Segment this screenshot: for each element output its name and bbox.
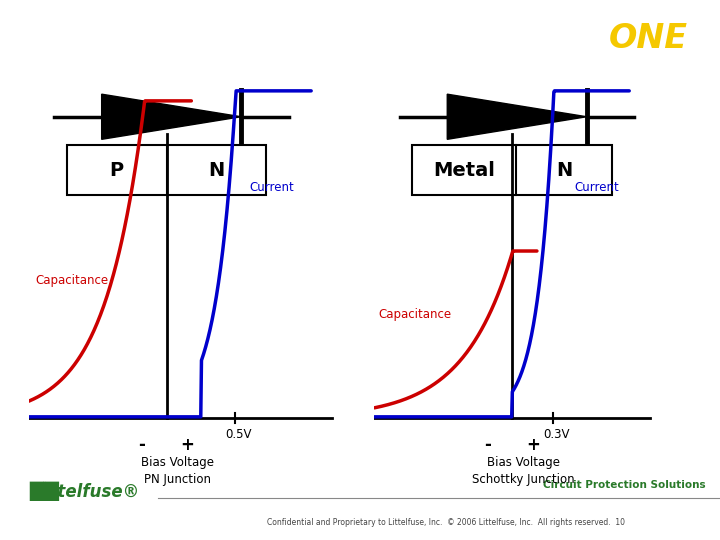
Text: N: N	[556, 160, 572, 180]
Text: -: -	[138, 436, 145, 454]
Text: Capacitance: Capacitance	[379, 308, 451, 321]
Text: P: P	[109, 160, 124, 180]
Text: N: N	[208, 160, 225, 180]
Text: +: +	[180, 436, 194, 454]
FancyBboxPatch shape	[67, 145, 266, 195]
Polygon shape	[102, 94, 241, 139]
Text: 0.5V: 0.5V	[225, 428, 251, 441]
Text: Bias Voltage
Schottky Junction: Bias Voltage Schottky Junction	[472, 456, 575, 486]
Text: The: The	[479, 32, 505, 45]
Text: Littelfuse®: Littelfuse®	[34, 483, 140, 501]
Text: Bias Voltage
PN Junction: Bias Voltage PN Junction	[141, 456, 214, 486]
Text: Capacitance: Capacitance	[36, 274, 109, 287]
Text: Metal: Metal	[433, 160, 495, 180]
Text: ONE: ONE	[608, 22, 688, 55]
Text: of: of	[529, 32, 544, 45]
FancyBboxPatch shape	[413, 145, 612, 195]
Text: IV Curve and Capacitance Comparison: IV Curve and Capacitance Comparison	[16, 29, 363, 47]
Text: Current: Current	[574, 181, 619, 194]
Text: Confidential and Proprietary to Littelfuse, Inc.  © 2006 Littelfuse, Inc.  All r: Confidential and Proprietary to Littelfu…	[267, 518, 626, 527]
Text: ██: ██	[29, 482, 59, 501]
Polygon shape	[447, 94, 587, 139]
Text: Circuit Protection Solutions: Circuit Protection Solutions	[543, 481, 706, 490]
Text: -: -	[484, 436, 491, 454]
Text: Current: Current	[249, 181, 294, 194]
Text: +: +	[526, 436, 540, 454]
Text: 0.3V: 0.3V	[543, 428, 570, 441]
Text: Power: Power	[498, 32, 539, 45]
